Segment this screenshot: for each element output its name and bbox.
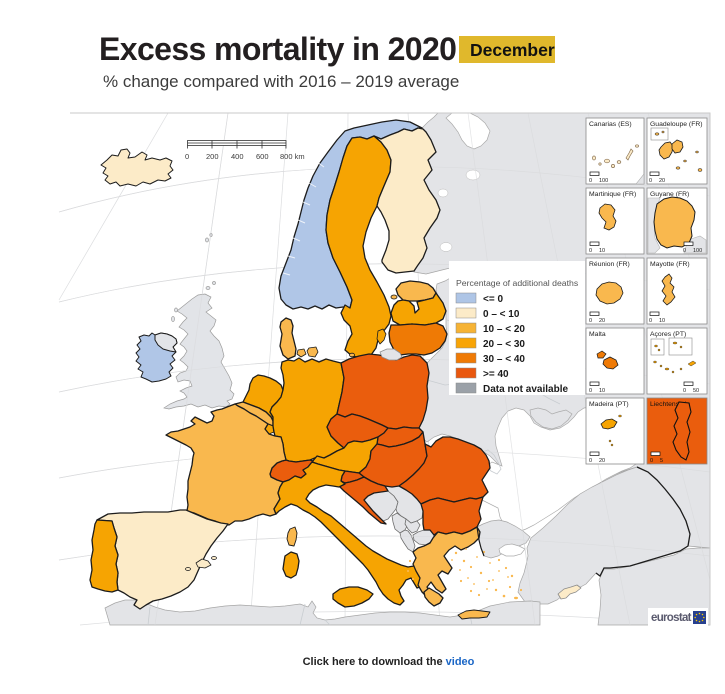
svg-text:5: 5 xyxy=(660,458,663,464)
svg-text:Data not available: Data not available xyxy=(483,384,568,395)
svg-text:0: 0 xyxy=(185,152,189,161)
svg-text:0: 0 xyxy=(589,318,592,324)
svg-text:>= 40: >= 40 xyxy=(483,369,509,380)
svg-text:600: 600 xyxy=(256,152,269,161)
svg-text:30 – < 40: 30 – < 40 xyxy=(483,354,525,365)
svg-text:200: 200 xyxy=(206,152,219,161)
svg-text:10: 10 xyxy=(599,248,605,254)
svg-text:0: 0 xyxy=(589,178,592,184)
svg-text:Madeira (PT): Madeira (PT) xyxy=(589,401,629,408)
svg-text:Malta: Malta xyxy=(589,331,606,338)
svg-text:0: 0 xyxy=(649,178,652,184)
svg-text:Mayotte (FR): Mayotte (FR) xyxy=(650,261,690,268)
svg-text:<= 0: <= 0 xyxy=(483,294,503,305)
svg-text:0: 0 xyxy=(683,388,686,394)
svg-text:0 – < 10: 0 – < 10 xyxy=(483,309,520,320)
svg-text:Liechtenstein: Liechtenstein xyxy=(650,401,690,408)
svg-text:Guyane (FR): Guyane (FR) xyxy=(650,191,689,198)
svg-text:0: 0 xyxy=(589,458,592,464)
svg-text:10: 10 xyxy=(599,388,605,394)
svg-text:Açores (PT): Açores (PT) xyxy=(650,331,686,338)
svg-text:10 – < 20: 10 – < 20 xyxy=(483,324,525,335)
svg-text:Martinique (FR): Martinique (FR) xyxy=(589,191,636,198)
svg-text:20: 20 xyxy=(599,458,605,464)
svg-text:Percentage of additional death: Percentage of additional deaths xyxy=(456,278,579,288)
svg-text:Guadeloupe (FR): Guadeloupe (FR) xyxy=(650,121,703,128)
svg-text:0: 0 xyxy=(589,388,592,394)
svg-text:20: 20 xyxy=(599,318,605,324)
svg-text:100: 100 xyxy=(599,178,608,184)
svg-text:50: 50 xyxy=(693,388,699,394)
svg-text:0: 0 xyxy=(649,318,652,324)
svg-text:400: 400 xyxy=(231,152,244,161)
svg-text:800 km: 800 km xyxy=(280,152,305,161)
svg-text:0: 0 xyxy=(589,248,592,254)
svg-text:eurostat: eurostat xyxy=(651,612,692,624)
svg-text:Canarias (ES): Canarias (ES) xyxy=(589,121,632,128)
svg-text:Réunion (FR): Réunion (FR) xyxy=(589,261,630,268)
svg-text:10: 10 xyxy=(659,318,665,324)
svg-text:20: 20 xyxy=(659,178,665,184)
svg-text:20 – < 30: 20 – < 30 xyxy=(483,339,525,350)
svg-text:0: 0 xyxy=(683,248,686,254)
svg-text:0: 0 xyxy=(650,458,653,464)
svg-text:100: 100 xyxy=(693,248,702,254)
